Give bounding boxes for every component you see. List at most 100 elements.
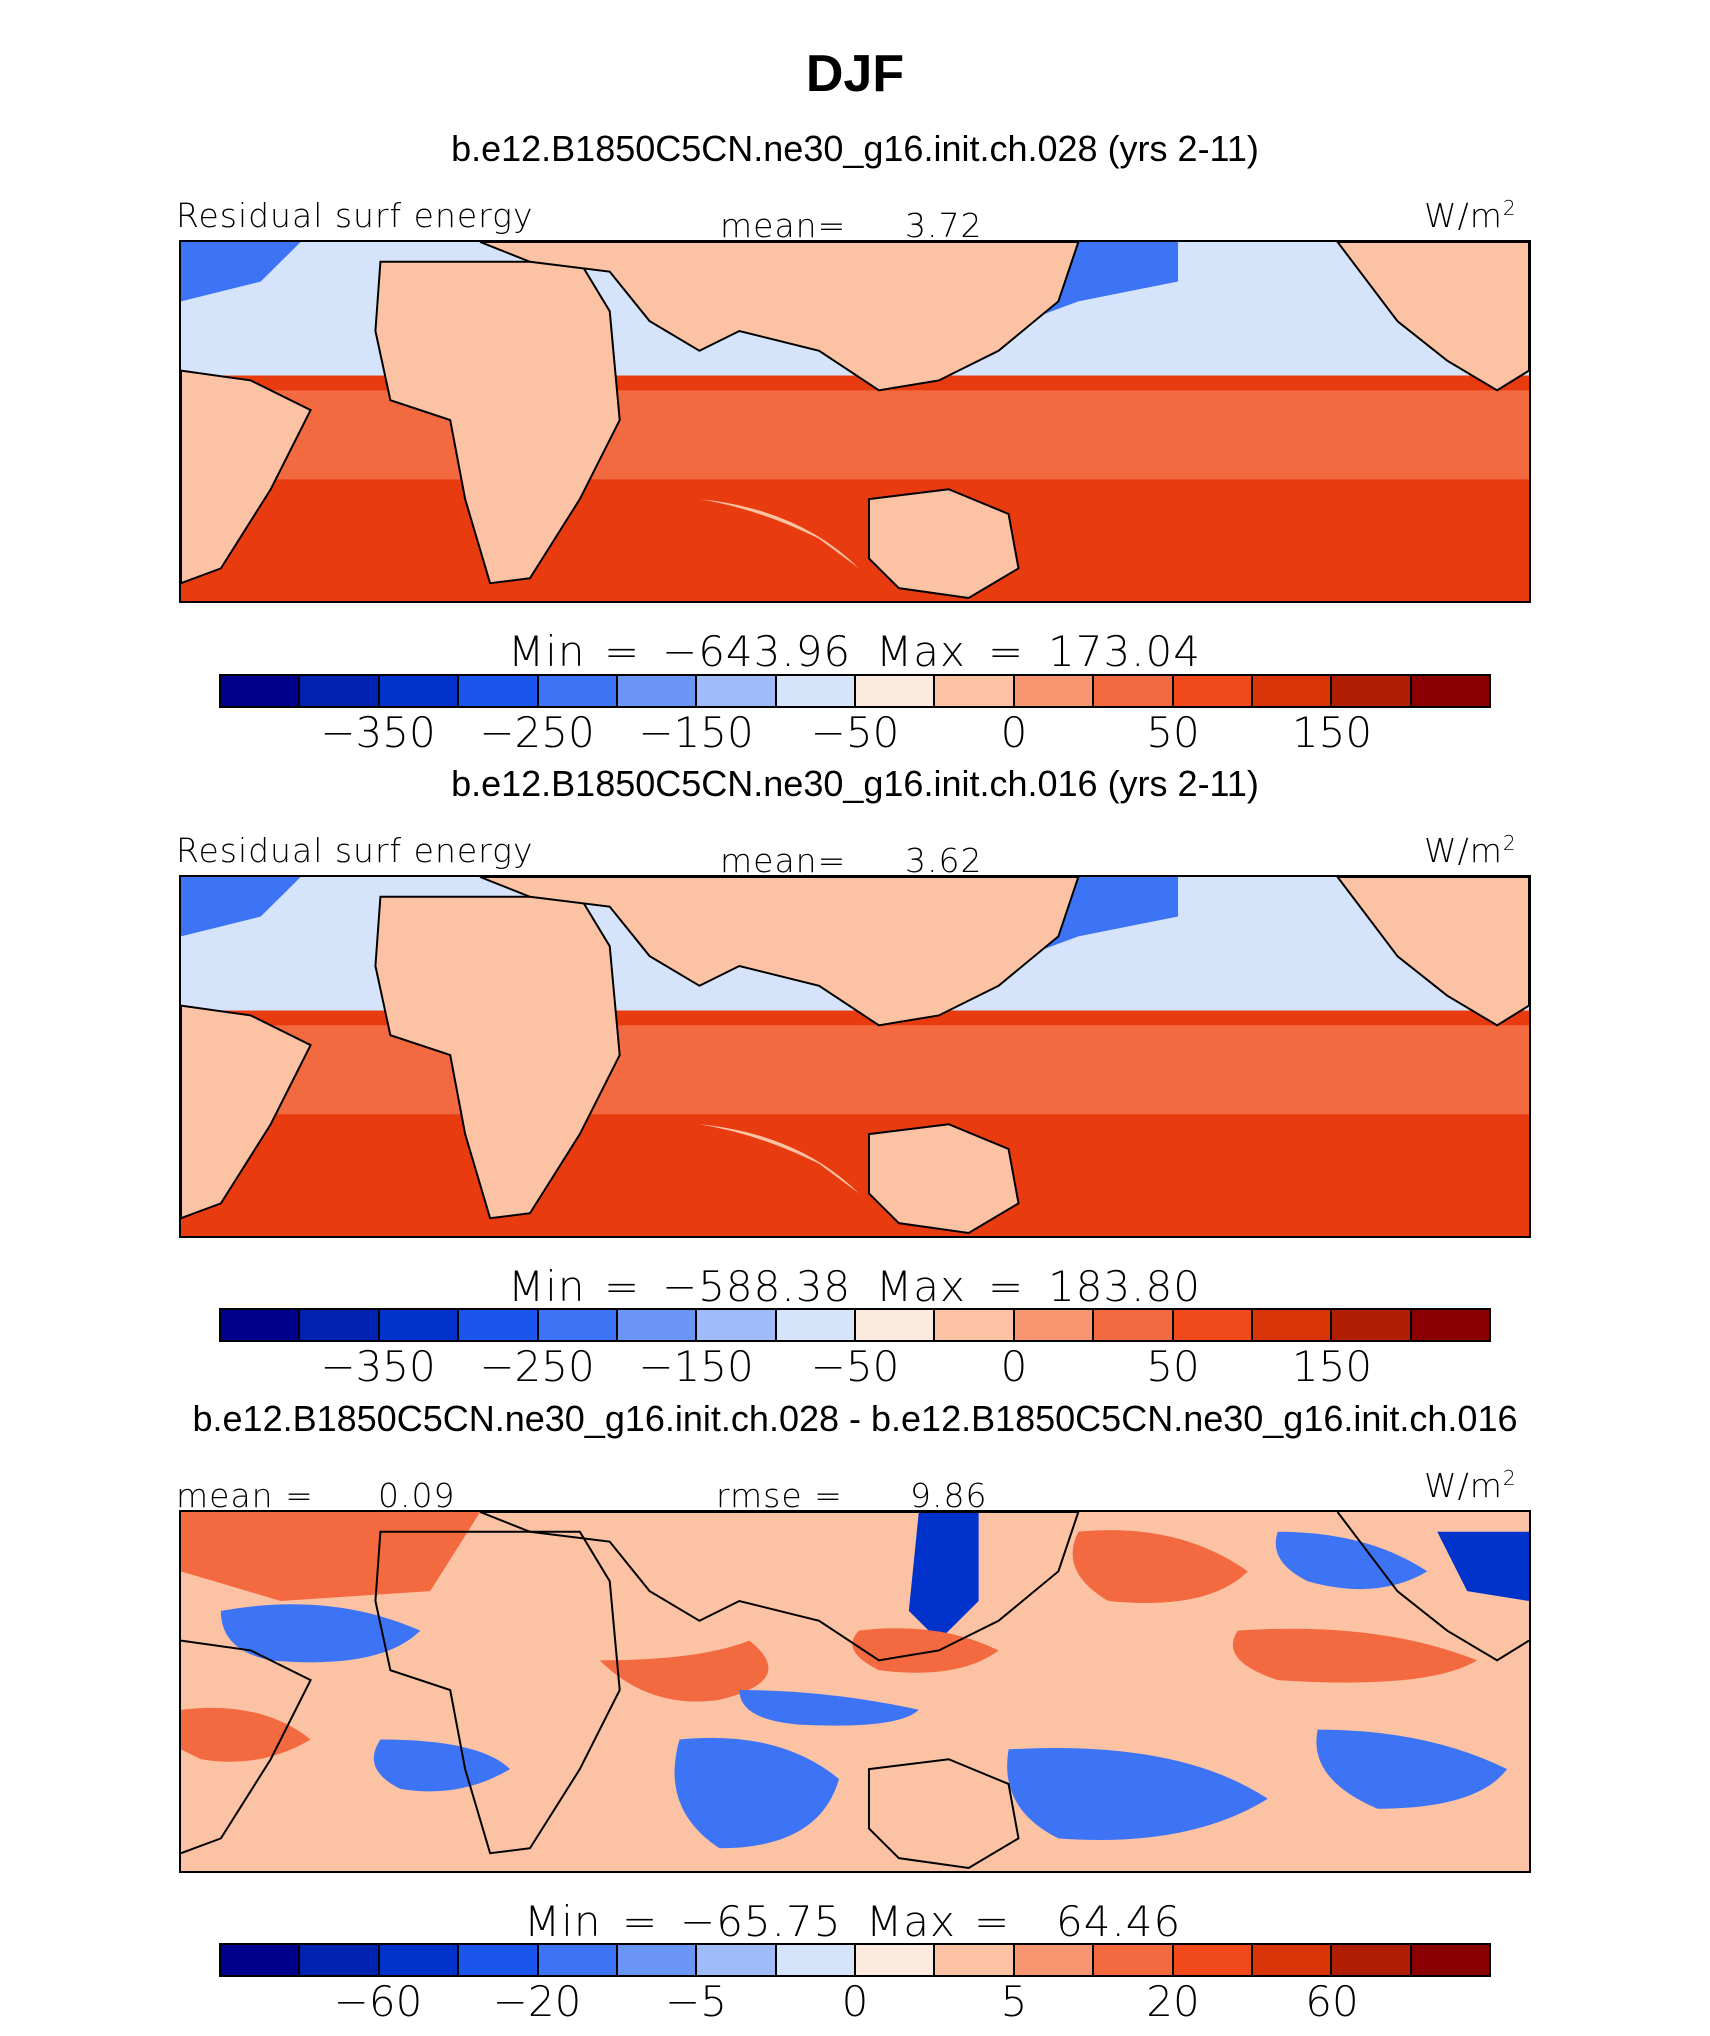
panel2-colorbar-box xyxy=(856,1310,936,1340)
panel1-case-title: b.e12.B1850C5CN.ne30_g16.init.ch.028 (yr… xyxy=(451,128,1259,169)
panel3-colorbar-box xyxy=(617,1945,698,1975)
panel2-units: W/m2 xyxy=(1424,831,1517,870)
panel1-colorbar-box xyxy=(697,676,777,706)
panel1-variable-label: Residual surf energy xyxy=(176,196,534,235)
panel3-colorbar-box xyxy=(459,1945,539,1975)
panel2-min-eq: = xyxy=(604,1262,641,1311)
panel2-colorbar-tick-label: −250 xyxy=(479,1342,595,1391)
panel3-min-label: Min xyxy=(524,1897,602,1946)
panel1-colorbar-tick-label: 0 xyxy=(1000,708,1028,757)
panel2-colorbar-tick-label: 50 xyxy=(1146,1342,1200,1391)
panel1-colorbar-box xyxy=(1173,676,1253,706)
panel2-colorbar-box xyxy=(1094,1310,1174,1340)
panel1-colorbar-box xyxy=(379,676,460,706)
panel1-colorbar-tick-label: 150 xyxy=(1291,708,1373,757)
panel2-colorbar-box xyxy=(1252,1310,1333,1340)
panel3-mean-label: mean = xyxy=(176,1476,314,1515)
panel1-min-eq: = xyxy=(604,627,641,676)
panel1-max-eq: = xyxy=(988,627,1025,676)
panel1-mean-label: mean= xyxy=(720,206,847,245)
panel2-colorbar-box xyxy=(697,1310,777,1340)
panel2-colorbar-ticks: −350 −250 −150 −50 0 50 150 xyxy=(0,1342,1710,1394)
panel3-colorbar-box xyxy=(1014,1945,1095,1975)
panel3-colorbar-box xyxy=(935,1945,1015,1975)
panel3-colorbar-box xyxy=(856,1945,936,1975)
panel1-colorbar-ticks: −350 −250 −150 −50 0 50 150 xyxy=(0,708,1710,760)
panel2-max-value: 183.80 xyxy=(1048,1262,1201,1311)
panel1-min-value: −643.96 xyxy=(662,627,852,676)
panel3-map xyxy=(179,1510,1531,1873)
panel1-colorbar-box xyxy=(1252,676,1333,706)
panel1-max-value: 173.04 xyxy=(1048,627,1201,676)
panel3-colorbar-tick-label: 20 xyxy=(1146,1977,1200,2026)
panel1-units: W/m2 xyxy=(1424,196,1517,235)
panel3-mean-value: 0.09 xyxy=(378,1476,456,1515)
panel3-colorbar-box xyxy=(538,1945,618,1975)
figure-title: DJF xyxy=(805,45,905,103)
panel1-colorbar-box xyxy=(1014,676,1095,706)
panel3-colorbar-ticks: −60 −20 −5 0 5 20 60 xyxy=(0,1977,1710,2029)
panel2-min-value: −588.38 xyxy=(662,1262,852,1311)
panel2-case-title: b.e12.B1850C5CN.ne30_g16.init.ch.016 (yr… xyxy=(451,763,1259,804)
panel2-colorbar-tick-label: −150 xyxy=(638,1342,754,1391)
panel3-colorbar-box xyxy=(697,1945,777,1975)
panel1-colorbar-box xyxy=(459,676,539,706)
panel3-colorbar-tick-label: 0 xyxy=(841,1977,869,2026)
panel3-units: W/m2 xyxy=(1424,1466,1517,1505)
panel1-min-label: Min xyxy=(508,627,586,676)
panel2-colorbar-box xyxy=(776,1310,856,1340)
panel1-colorbar-box xyxy=(1411,676,1489,706)
panel2-colorbar-box xyxy=(1173,1310,1253,1340)
panel3-colorbar-box xyxy=(1252,1945,1333,1975)
panel3-colorbar-box xyxy=(1411,1945,1489,1975)
panel2-colorbar-box xyxy=(379,1310,460,1340)
panel3-min-eq: = xyxy=(622,1897,659,1946)
panel2-min-label: Min xyxy=(508,1262,586,1311)
panel3-colorbar-box xyxy=(221,1945,301,1975)
panel2-colorbar-box xyxy=(1411,1310,1489,1340)
panel3-colorbar-box xyxy=(300,1945,380,1975)
panel1-colorbar-box xyxy=(935,676,1015,706)
panel2-max-label: Max xyxy=(876,1262,966,1311)
panel3-case-title: b.e12.B1850C5CN.ne30_g16.init.ch.028 - b… xyxy=(192,1398,1518,1439)
panel1-colorbar-box xyxy=(856,676,936,706)
panel2-colorbar xyxy=(219,1308,1491,1342)
panel3-colorbar xyxy=(219,1943,1491,1977)
panel2-colorbar-tick-label: −350 xyxy=(320,1342,436,1391)
panel1-colorbar-box xyxy=(617,676,698,706)
panel1-colorbar-box xyxy=(1094,676,1174,706)
panel1-map xyxy=(179,240,1531,603)
panel3-colorbar-tick-label: 5 xyxy=(1000,1977,1028,2026)
panel2-colorbar-box xyxy=(1332,1310,1412,1340)
panel3-colorbar-tick-label: −20 xyxy=(492,1977,582,2026)
panel2-colorbar-box xyxy=(1014,1310,1095,1340)
panel1-colorbar-box xyxy=(776,676,856,706)
panel1-colorbar-tick-label: −50 xyxy=(810,708,900,757)
panel2-colorbar-box xyxy=(935,1310,1015,1340)
panel1-colorbar-box xyxy=(300,676,380,706)
panel1-colorbar-box xyxy=(1332,676,1412,706)
panel1-mean-value: 3.72 xyxy=(905,206,983,245)
panel2-colorbar-tick-label: 150 xyxy=(1291,1342,1373,1391)
panel2-colorbar-box xyxy=(617,1310,698,1340)
panel3-colorbar-tick-label: −60 xyxy=(333,1977,423,2026)
panel3-colorbar-tick-label: −5 xyxy=(665,1977,727,2026)
panel2-colorbar-box xyxy=(538,1310,618,1340)
panel3-max-label: Max xyxy=(866,1897,956,1946)
panel3-colorbar-box xyxy=(1173,1945,1253,1975)
panel3-colorbar-box xyxy=(1094,1945,1174,1975)
panel3-colorbar-box xyxy=(776,1945,856,1975)
panel2-mean-label: mean= xyxy=(720,841,847,880)
panel1-colorbar-tick-label: −350 xyxy=(320,708,436,757)
panel2-max-eq: = xyxy=(988,1262,1025,1311)
panel3-colorbar-box xyxy=(379,1945,460,1975)
panel2-variable-label: Residual surf energy xyxy=(176,831,534,870)
panel1-colorbar-tick-label: 50 xyxy=(1146,708,1200,757)
panel3-colorbar-tick-label: 60 xyxy=(1305,1977,1359,2026)
panel1-colorbar-box xyxy=(538,676,618,706)
panel3-rmse-label: rmse = xyxy=(716,1476,843,1515)
panel1-max-label: Max xyxy=(876,627,966,676)
panel3-rmse-value: 9.86 xyxy=(910,1476,988,1515)
panel2-colorbar-box xyxy=(221,1310,301,1340)
panel1-colorbar xyxy=(219,674,1491,708)
